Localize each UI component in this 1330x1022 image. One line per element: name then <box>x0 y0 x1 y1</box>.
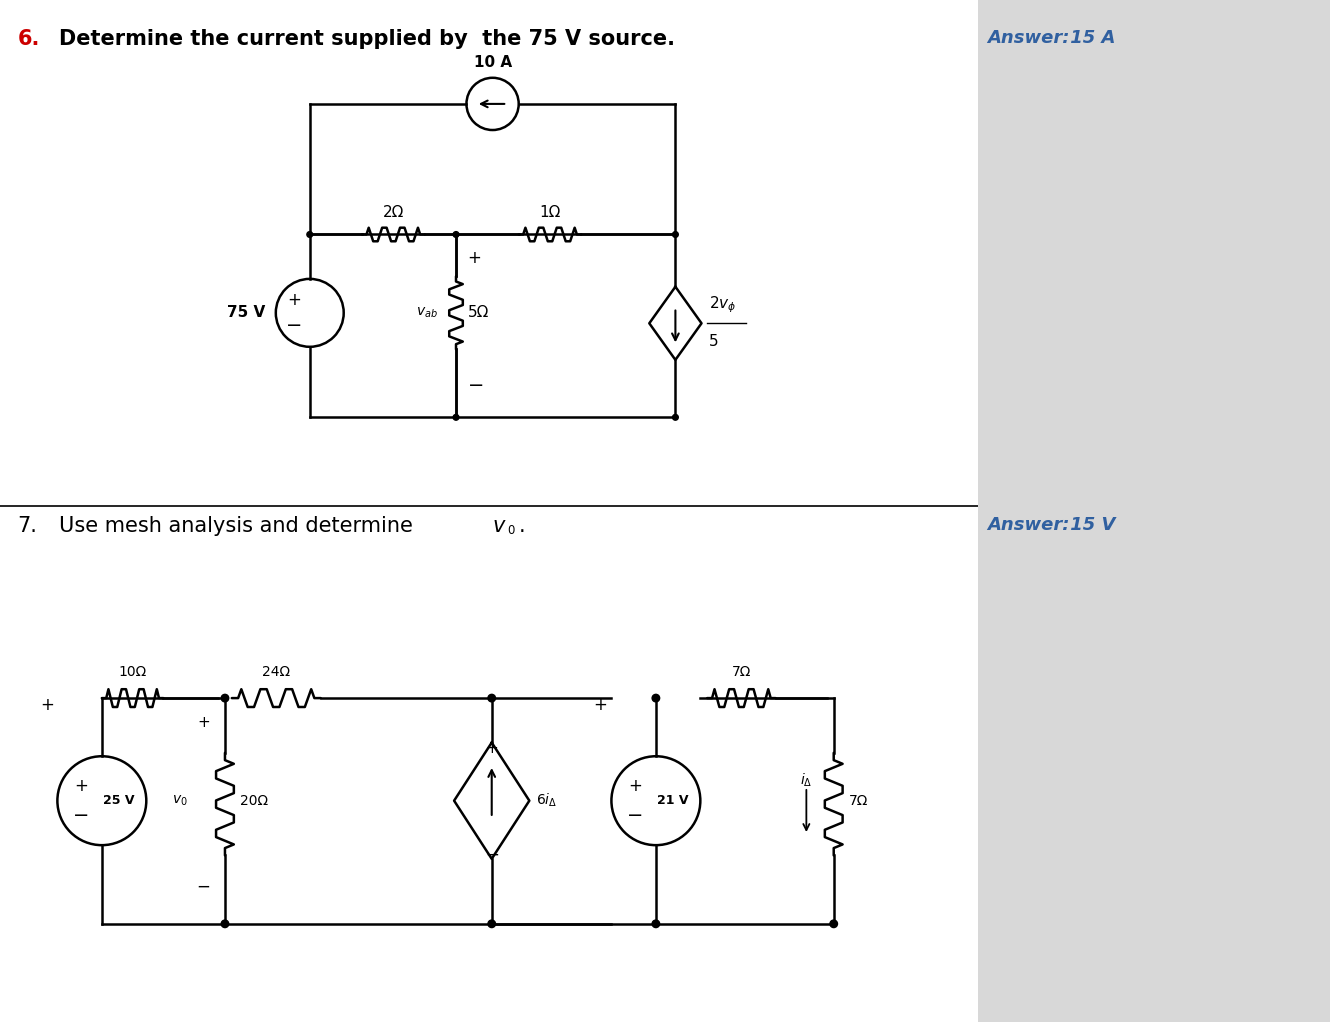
Text: 25 V: 25 V <box>104 794 134 807</box>
Text: 21 V: 21 V <box>657 794 689 807</box>
Text: +: + <box>287 291 301 309</box>
Text: Use mesh analysis and determine: Use mesh analysis and determine <box>59 516 419 537</box>
Text: $2v_{\phi}$: $2v_{\phi}$ <box>709 294 737 316</box>
Circle shape <box>221 920 229 928</box>
Text: 15 V: 15 V <box>1064 516 1116 535</box>
Circle shape <box>488 920 496 928</box>
Text: −: − <box>196 877 210 895</box>
Text: 7Ω: 7Ω <box>849 794 868 807</box>
Text: −: − <box>484 845 499 864</box>
Text: 2Ω: 2Ω <box>383 204 404 220</box>
Text: 5: 5 <box>709 334 720 350</box>
Text: −: − <box>468 376 484 396</box>
Text: +: + <box>468 249 481 267</box>
Circle shape <box>454 232 459 237</box>
Circle shape <box>652 920 660 928</box>
Circle shape <box>488 694 496 702</box>
Text: 24Ω: 24Ω <box>262 665 290 679</box>
Text: +: + <box>40 696 55 714</box>
Circle shape <box>221 694 229 702</box>
Text: −: − <box>286 317 302 335</box>
Text: Answer:: Answer: <box>987 516 1069 535</box>
Text: −: − <box>73 806 89 825</box>
Text: 20Ω: 20Ω <box>239 794 269 807</box>
Text: +: + <box>74 777 88 795</box>
Text: 10 A: 10 A <box>473 55 512 69</box>
Text: $v_{ab}$: $v_{ab}$ <box>416 306 438 320</box>
Text: $_0$: $_0$ <box>507 519 516 538</box>
Text: 7.: 7. <box>17 516 37 537</box>
Circle shape <box>830 920 838 928</box>
Text: 10Ω: 10Ω <box>118 665 146 679</box>
Text: Determine the current supplied by  the 75 V source.: Determine the current supplied by the 75… <box>59 29 674 49</box>
Text: −: − <box>628 806 644 825</box>
Circle shape <box>673 415 678 420</box>
Text: 5Ω: 5Ω <box>468 306 489 320</box>
Circle shape <box>673 232 678 237</box>
Text: 6.: 6. <box>17 29 40 49</box>
Text: Answer:: Answer: <box>987 29 1069 47</box>
Text: +: + <box>593 696 606 714</box>
Text: 15 A: 15 A <box>1064 29 1116 47</box>
Circle shape <box>307 232 313 237</box>
Text: $6i_\Delta$: $6i_\Delta$ <box>536 792 557 809</box>
Text: $v_0$: $v_0$ <box>172 793 188 808</box>
Text: +: + <box>485 741 499 756</box>
Circle shape <box>652 694 660 702</box>
Text: .: . <box>519 516 525 537</box>
Circle shape <box>454 415 459 420</box>
Text: $i_\Delta$: $i_\Delta$ <box>801 772 813 789</box>
Text: +: + <box>197 714 210 730</box>
Text: $v$: $v$ <box>492 516 507 537</box>
Text: 75 V: 75 V <box>227 306 266 320</box>
Text: 1Ω: 1Ω <box>540 204 561 220</box>
Text: 7Ω: 7Ω <box>732 665 751 679</box>
Text: +: + <box>628 777 642 795</box>
